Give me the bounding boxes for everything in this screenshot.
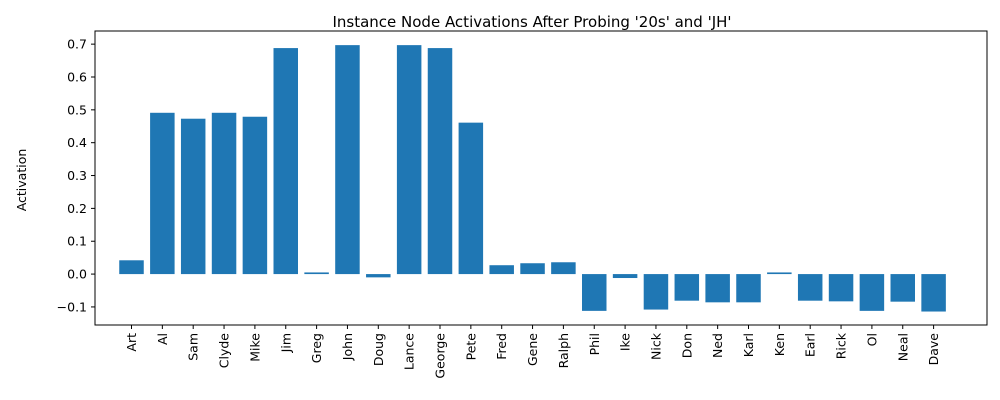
x-tick-label: Ken [772, 333, 787, 356]
x-tick-label: Don [679, 333, 694, 358]
bar-mike [242, 116, 268, 275]
x-tick-label: Jim [278, 333, 293, 353]
x-tick-label: Fred [494, 333, 509, 360]
x-tick-label: Lance [402, 333, 417, 370]
bar-al [150, 112, 175, 275]
x-tick-label: Ralph [556, 333, 571, 368]
bar-nick [643, 274, 669, 310]
y-tick-label: 0.1 [67, 234, 87, 249]
x-tick-label: Ned [710, 333, 725, 358]
y-tick-label: 0.2 [67, 201, 87, 216]
x-tick-label: Karl [741, 333, 756, 357]
x-tick-label: Dave [926, 333, 941, 366]
x-tick-label: Clyde [217, 333, 232, 369]
bar-ned [705, 274, 730, 303]
bar-ike [612, 274, 638, 279]
x-axis: Art Al Sam Clyde Mike Jim Greg John Doug Lance Geo… [124, 325, 941, 379]
x-tick-label: Mike [247, 333, 262, 362]
chart-title: Instance Node Activations After Probing … [332, 13, 731, 31]
y-tick-label: 0.0 [67, 267, 87, 282]
x-tick-label: George [433, 333, 448, 379]
bar-karl [736, 274, 761, 303]
x-tick-label: Nick [648, 332, 663, 360]
bar-don [674, 274, 700, 301]
x-tick-label: Neal [895, 333, 910, 361]
plot-frame [94, 30, 988, 326]
x-tick-label: Sam [186, 333, 201, 361]
x-tick-label: Al [155, 333, 170, 345]
bar-george [427, 48, 453, 275]
x-tick-label: Phil [587, 333, 602, 355]
bar-fred [489, 265, 514, 275]
y-tick-label: 0.7 [67, 37, 87, 52]
bar-ralph [551, 262, 576, 275]
x-tick-label: Earl [803, 333, 818, 357]
bar-doug [366, 274, 391, 278]
x-tick-label: Ike [618, 333, 633, 351]
plot-area [94, 30, 988, 326]
bar-greg [304, 272, 329, 275]
x-tick-label: Rick [834, 332, 849, 359]
bar-phil [582, 274, 607, 311]
y-tick-label: 0.5 [67, 102, 87, 117]
x-tick-label: Greg [309, 333, 324, 363]
bar-dave [921, 274, 946, 312]
bars-group [119, 45, 946, 312]
bar-jim [273, 48, 298, 275]
x-tick-label: Ol [864, 333, 879, 346]
y-tick-label: 0.3 [67, 168, 87, 183]
x-tick-label: Pete [463, 333, 478, 361]
bar-earl [797, 274, 823, 301]
bar-art [119, 260, 144, 275]
y-axis-label: Activation [14, 149, 29, 212]
bar-clyde [211, 112, 237, 275]
bar-gene [520, 263, 545, 275]
x-tick-label: Doug [371, 333, 386, 366]
y-tick-label: 0.6 [67, 69, 87, 84]
bar-lance [396, 45, 422, 275]
y-tick-label: −0.1 [57, 299, 87, 314]
y-axis: −0.1 0.0 0.1 0.2 0.3 0.4 0.5 0.6 0.7 [57, 37, 95, 314]
bar-pete [458, 122, 484, 275]
x-tick-label: John [340, 333, 355, 361]
bar-rick [828, 274, 854, 302]
y-tick-label: 0.4 [67, 135, 87, 150]
x-tick-label: Art [124, 333, 139, 352]
bar-sam [180, 118, 206, 275]
bar-ol [859, 274, 885, 311]
x-tick-label: Gene [525, 333, 540, 366]
bar-neal [890, 274, 915, 302]
bar-john [335, 45, 360, 275]
bar-ken [767, 272, 792, 275]
